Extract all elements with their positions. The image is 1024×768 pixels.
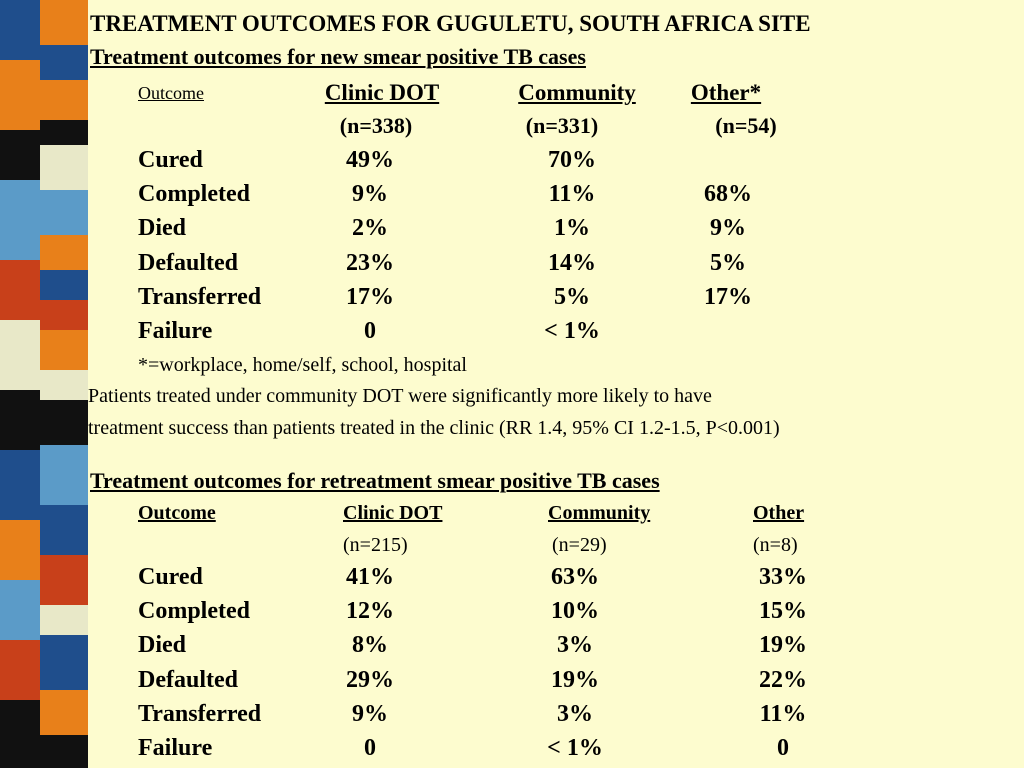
row-label: Completed xyxy=(138,598,250,625)
row-label: Cured xyxy=(138,564,203,590)
cell: 9% xyxy=(352,181,388,208)
cell: 0 xyxy=(364,735,376,761)
cell: 15% xyxy=(759,598,807,625)
row-label: Failure xyxy=(138,318,213,344)
decor-stripe xyxy=(0,0,88,768)
row-label: Cured xyxy=(138,147,203,173)
cell: < 1% xyxy=(544,318,600,344)
cell: 2% xyxy=(352,215,388,242)
cell: < 1% xyxy=(547,735,603,761)
cell: 5% xyxy=(554,283,590,310)
cell: 17% xyxy=(346,283,394,310)
cell: 19% xyxy=(551,666,599,693)
row-label: Defaulted xyxy=(138,249,238,276)
cell: 12% xyxy=(346,598,394,625)
column-header: Clinic DOT xyxy=(343,502,443,524)
cell: 19% xyxy=(759,632,807,659)
cell: 33% xyxy=(759,564,807,590)
column-header: Clinic DOT xyxy=(324,80,440,105)
row-label: Defaulted xyxy=(138,666,238,693)
cell: 10% xyxy=(551,598,599,625)
cell: 8% xyxy=(352,632,388,659)
cell: 9% xyxy=(710,215,746,242)
row-label: Died xyxy=(138,215,186,242)
count: (n=8) xyxy=(753,534,798,556)
footnote: *=workplace, home/self, school, hospital xyxy=(138,354,467,376)
cell: 3% xyxy=(557,632,593,659)
row-label: Died xyxy=(138,632,186,659)
cell: 5% xyxy=(710,249,746,276)
cell: 23% xyxy=(346,249,394,276)
count: (n=54) xyxy=(715,113,777,138)
row-label: Transferred xyxy=(138,700,262,727)
cell: 1% xyxy=(554,215,590,242)
cell: 22% xyxy=(759,666,807,693)
count: (n=338) xyxy=(339,113,413,138)
cell: 49% xyxy=(346,147,394,173)
cell: 11% xyxy=(548,181,596,208)
section-heading: Treatment outcomes for retreatment smear… xyxy=(90,468,660,493)
cell: 3% xyxy=(557,700,593,727)
cell: 17% xyxy=(704,283,752,310)
stripe-blocks xyxy=(0,0,88,768)
row-label: Failure xyxy=(138,735,213,761)
cell: 29% xyxy=(346,666,394,693)
cell: 9% xyxy=(352,700,388,727)
cell: 11% xyxy=(759,700,807,727)
cell: 63% xyxy=(551,564,599,590)
count: (n=29) xyxy=(552,534,607,556)
column-header: Outcome xyxy=(138,83,204,103)
note-line: treatment success than patients treated … xyxy=(88,417,780,439)
row-label: Completed xyxy=(138,181,250,208)
count: (n=331) xyxy=(525,113,599,138)
column-header: Outcome xyxy=(138,502,216,524)
row-label: Transferred xyxy=(138,283,262,310)
column-header: Other* xyxy=(690,80,762,105)
count: (n=215) xyxy=(343,534,408,556)
cell: 0 xyxy=(777,735,789,761)
column-header: Community xyxy=(518,80,636,105)
column-header: Community xyxy=(548,502,651,524)
cell: 70% xyxy=(548,147,596,173)
cell: 0 xyxy=(364,318,376,344)
note-line: Patients treated under community DOT wer… xyxy=(88,385,712,407)
cell: 68% xyxy=(704,181,752,208)
cell: 14% xyxy=(548,249,596,276)
title: TREATMENT OUTCOMES FOR GUGULETU, SOUTH A… xyxy=(90,11,811,36)
cell: 41% xyxy=(346,564,394,590)
column-header: Other xyxy=(753,502,805,524)
section-heading: Treatment outcomes for new smear positiv… xyxy=(90,44,586,69)
